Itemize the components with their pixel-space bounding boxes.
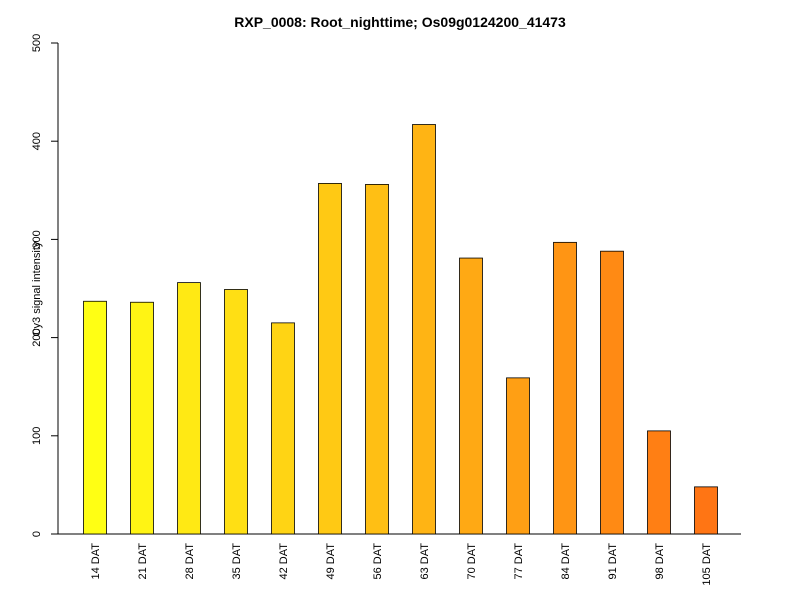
x-tick-label: 70 DAT bbox=[466, 543, 478, 580]
x-tick-label: 105 DAT bbox=[701, 543, 713, 586]
y-axis-ticks: 0 100 200 300 400 500 bbox=[31, 34, 58, 537]
y-tick-label: 400 bbox=[31, 132, 43, 150]
bar bbox=[83, 300, 107, 535]
bar bbox=[177, 282, 201, 535]
x-tick-label: 84 DAT bbox=[560, 543, 572, 580]
bar bbox=[694, 486, 718, 535]
x-axis-tick-labels: 14 DAT 21 DAT 28 DAT 35 DAT 42 DAT 49 DAT 56 D… bbox=[90, 543, 713, 586]
x-tick-label: 77 DAT bbox=[513, 543, 525, 580]
x-tick-label: 56 DAT bbox=[372, 543, 384, 580]
bar bbox=[271, 322, 295, 535]
y-tick-label: 500 bbox=[31, 34, 43, 52]
bar bbox=[365, 184, 389, 535]
y-tick-label: 100 bbox=[31, 427, 43, 445]
y-tick-label: 200 bbox=[31, 328, 43, 346]
bar bbox=[318, 183, 342, 535]
bar bbox=[412, 124, 436, 535]
x-tick-label: 91 DAT bbox=[607, 543, 619, 580]
bar bbox=[553, 241, 577, 535]
y-tick-label: 300 bbox=[31, 230, 43, 248]
x-tick-label: 63 DAT bbox=[419, 543, 431, 580]
x-tick-label: 98 DAT bbox=[654, 543, 666, 580]
chart-title: RXP_0008: Root_nighttime; Os09g0124200_4… bbox=[234, 14, 566, 30]
bar bbox=[130, 301, 154, 535]
bar bbox=[459, 257, 483, 535]
x-tick-label: 35 DAT bbox=[231, 543, 243, 580]
bar bbox=[506, 377, 530, 535]
bar bbox=[647, 430, 671, 535]
x-tick-label: 28 DAT bbox=[184, 543, 196, 580]
y-tick-label: 0 bbox=[31, 531, 43, 537]
bar bbox=[224, 289, 248, 535]
x-tick-label: 49 DAT bbox=[325, 543, 337, 580]
bars-group bbox=[83, 124, 718, 535]
bar bbox=[600, 250, 624, 535]
y-axis-label: Cy3 signal intensity bbox=[31, 241, 43, 336]
x-tick-label: 21 DAT bbox=[137, 543, 149, 580]
x-tick-label: 42 DAT bbox=[278, 543, 290, 580]
x-tick-label: 14 DAT bbox=[90, 543, 102, 580]
